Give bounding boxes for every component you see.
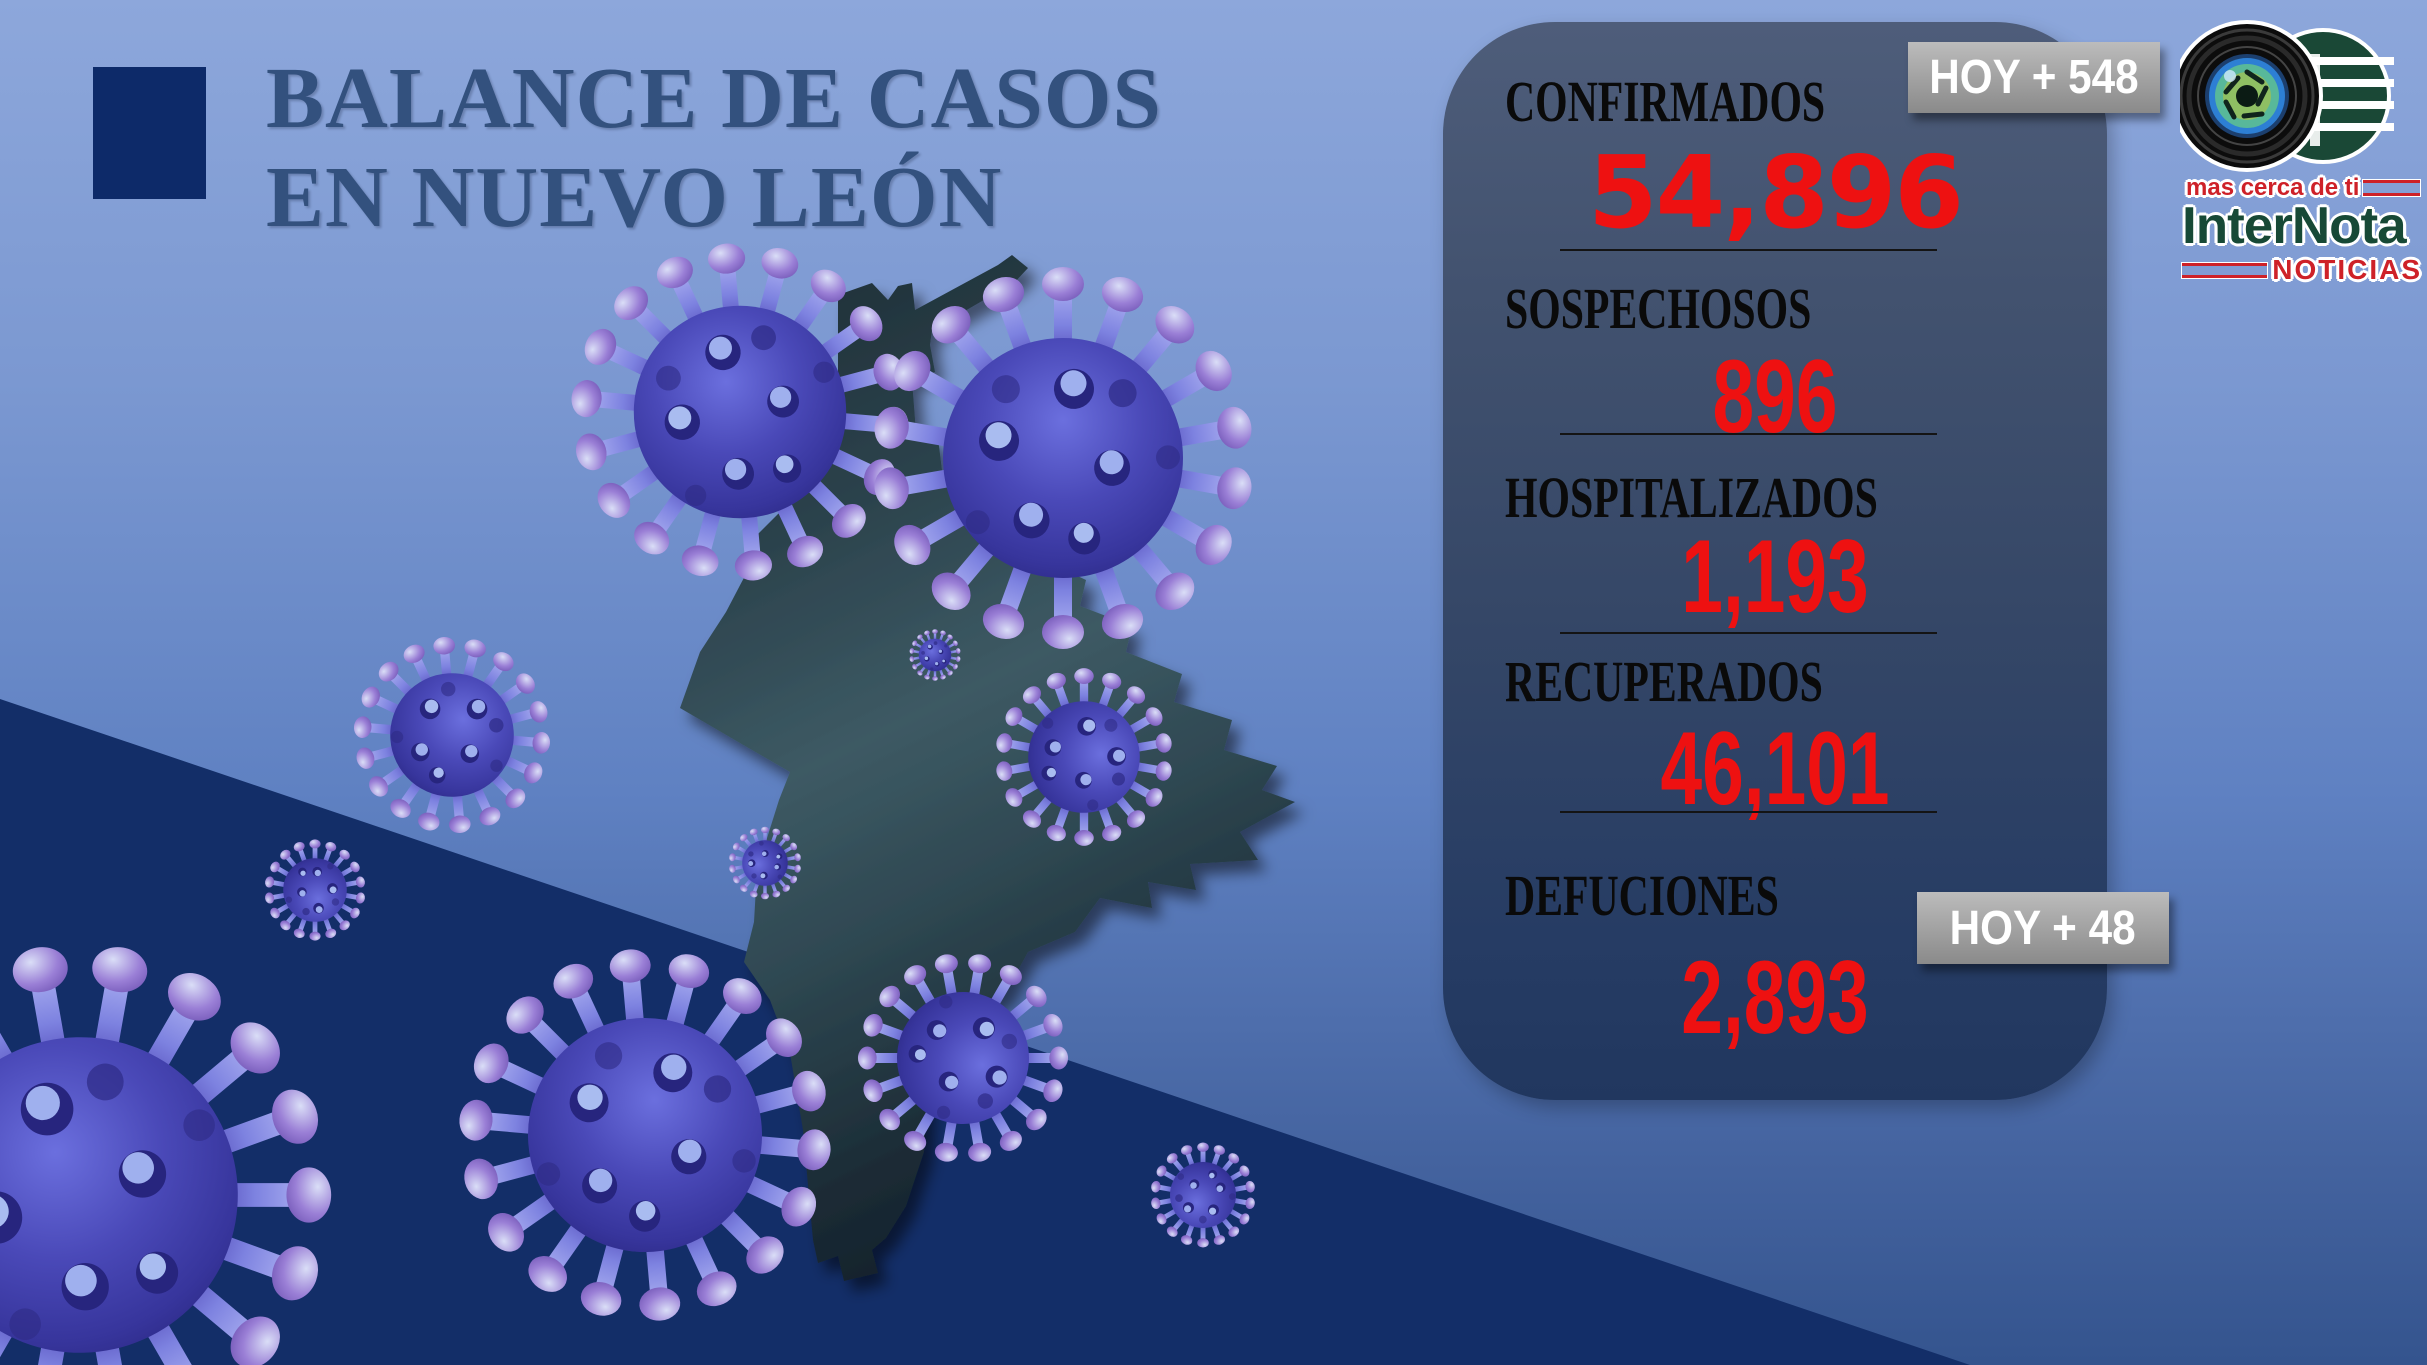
logo-subtitle: NOTICIAS: [2272, 254, 2422, 285]
stat-label-confirmados: CONFIRMADOS: [1505, 69, 1826, 134]
virus-icon: [331, 614, 572, 856]
divider: [1560, 811, 1937, 813]
stat-label-defuciones: DEFUCIONES: [1505, 863, 1779, 928]
logo-tagline: mas cerca de ti: [2186, 174, 2360, 201]
badge-confirmados-hoy: HOY + 548: [1908, 42, 2160, 113]
divider: [1560, 632, 1937, 634]
internota-logo: mas cerca de ti InterNota NOTICIAS: [2180, 16, 2426, 286]
stat-value-recuperados: 46,101: [1660, 711, 1890, 827]
badge-defunciones-hoy: HOY + 48: [1917, 892, 2169, 964]
logo-rule-line: [2182, 262, 2268, 278]
stat-value-confirmados: 54,896: [1588, 134, 1964, 251]
camera-lens-icon: [2180, 20, 2394, 172]
stat-label-recuperados: RECUPERADOS: [1505, 649, 1823, 714]
stat-value-sospechosos: 896: [1712, 339, 1838, 455]
divider: [1560, 249, 1937, 251]
title-accent-square: [93, 67, 206, 199]
divider: [1560, 433, 1937, 435]
logo-rule-line: [2363, 180, 2420, 196]
stat-value-defuciones: 2,893: [1681, 940, 1869, 1056]
stat-value-hospitalizados: 1,193: [1681, 519, 1869, 635]
badge-confirmados-hoy-text: HOY + 548: [1929, 51, 2139, 104]
stat-label-hospitalizados: HOSPITALIZADOS: [1505, 465, 1878, 530]
page-title-line1: BALANCE DE CASOS: [266, 49, 1162, 146]
logo-name: InterNota: [2182, 197, 2407, 255]
stat-label-sospechosos: SOSPECHOSOS: [1505, 276, 1812, 341]
page-title: BALANCE DE CASOS EN NUEVO LEÓN: [266, 48, 1162, 246]
badge-defunciones-hoy-text: HOY + 48: [1950, 901, 2136, 955]
page-title-line2: EN NUEVO LEÓN: [266, 148, 1003, 245]
